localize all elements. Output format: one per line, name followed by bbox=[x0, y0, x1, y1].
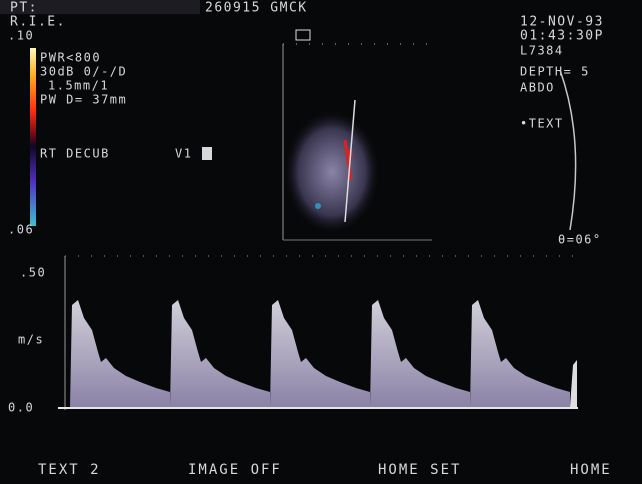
softkey[interactable]: TEXT 2 bbox=[38, 462, 101, 478]
patient: PT: bbox=[10, 1, 38, 16]
id: 260915 GMCK bbox=[205, 1, 308, 16]
pw-depth: PW D= 37mm bbox=[40, 93, 127, 107]
tissue bbox=[284, 110, 380, 234]
velocity-unit: m/s bbox=[18, 333, 44, 347]
ultrasound-screen: PT: 260915 GMCK R.I.E. .10 PWR<800 30dB … bbox=[0, 0, 642, 484]
view: V1 bbox=[175, 147, 192, 161]
preset: ABDO bbox=[520, 81, 555, 95]
time: 01:43:30P bbox=[520, 29, 604, 44]
cursor bbox=[202, 147, 212, 160]
institution: R.I.E. bbox=[10, 15, 66, 30]
softkey[interactable]: HOME bbox=[570, 462, 612, 478]
velocity-baseline: 0.0 bbox=[8, 401, 34, 415]
gain: 30dB 0/-/D bbox=[40, 65, 127, 79]
gate: 1.5mm/1 bbox=[48, 79, 109, 93]
angle: θ=06° bbox=[558, 233, 602, 247]
velocity-top: .50 bbox=[20, 266, 46, 280]
scale-bottom: .06 bbox=[8, 223, 34, 237]
date: 12-NOV-93 bbox=[520, 15, 604, 30]
depth: DEPTH= 5 bbox=[520, 65, 590, 79]
position: RT DECUB bbox=[40, 147, 110, 161]
softkey[interactable]: HOME SET bbox=[378, 462, 461, 478]
scale-top: .10 bbox=[8, 29, 34, 43]
transducer: L7384 bbox=[520, 44, 564, 58]
text-mark: •TEXT bbox=[520, 117, 564, 131]
color-bar bbox=[30, 48, 36, 226]
power: PWR<800 bbox=[40, 51, 101, 65]
softkey[interactable]: IMAGE OFF bbox=[188, 462, 282, 478]
flow-dot bbox=[315, 203, 321, 209]
